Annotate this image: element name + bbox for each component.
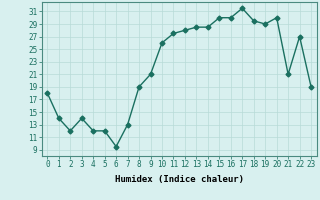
X-axis label: Humidex (Indice chaleur): Humidex (Indice chaleur): [115, 175, 244, 184]
